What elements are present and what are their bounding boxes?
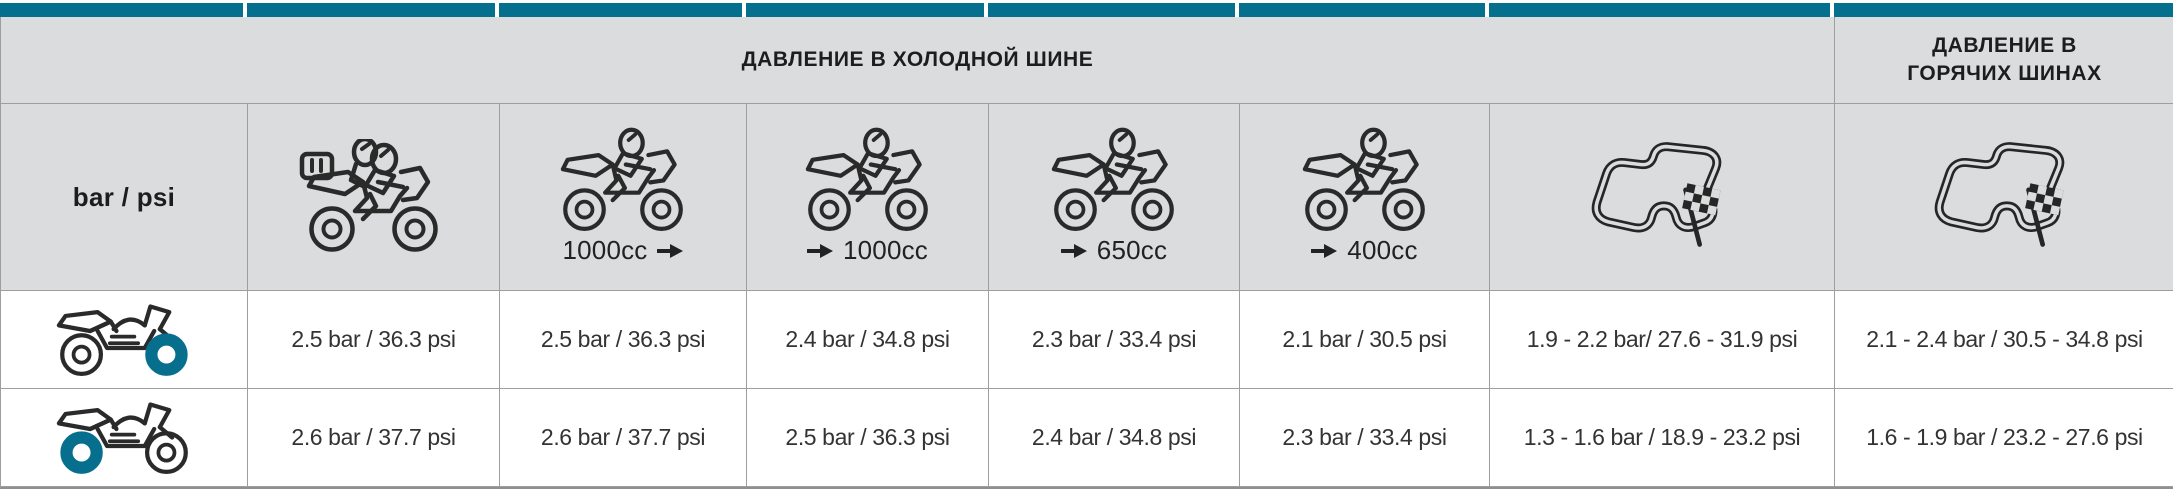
pressure-value: 2.6 bar / 37.7 psi (248, 389, 500, 487)
column-1000cc: 1000cc (747, 104, 989, 291)
cc-text: 400cc (1347, 235, 1418, 265)
accent-segment (1834, 3, 2173, 17)
column-track-hot (1835, 104, 2173, 291)
arrow-right-icon (806, 243, 833, 258)
tire-pressure-table: ДАВЛЕНИЕ В ХОЛОДНОЙ ШИНЕ ДАВЛЕНИЕ В ГОРЯ… (0, 3, 2173, 489)
cc-label-1000cc-out: 1000cc (562, 235, 683, 266)
pressure-grid: ДАВЛЕНИЕ В ХОЛОДНОЙ ШИНЕ ДАВЛЕНИЕ В ГОРЯ… (0, 17, 2173, 489)
rear-tire-highlight-icon (53, 396, 188, 475)
cc-text: 650cc (1096, 235, 1168, 265)
motorcycle-rider-icon (1299, 126, 1431, 234)
cc-text: 1000cc (842, 235, 929, 265)
accent-segment (247, 3, 495, 17)
unit-label-cell: bar / psi (1, 104, 248, 291)
column-650cc: 650cc (989, 104, 1240, 291)
pressure-value: 2.5 bar / 36.3 psi (747, 389, 989, 487)
hot-tire-title-line1: ДАВЛЕНИЕ В (1932, 33, 2077, 57)
pressure-value: 2.6 bar / 37.7 psi (500, 389, 747, 487)
pressure-value: 1.3 - 1.6 bar / 18.9 - 23.2 psi (1490, 389, 1835, 487)
pressure-value: 2.3 bar / 33.4 psi (1240, 389, 1490, 487)
motorcycle-rider-icon (1048, 126, 1180, 234)
accent-segment (1239, 3, 1485, 17)
cc-text: 1000cc (562, 235, 648, 265)
accent-segment (988, 3, 1235, 17)
motorcycle-two-up-luggage-icon (299, 139, 449, 254)
pressure-value: 2.1 - 2.4 bar / 30.5 - 34.8 psi (1835, 291, 2173, 389)
column-1000cc-out: 1000cc (500, 104, 747, 291)
cold-tire-title: ДАВЛЕНИЕ В ХОЛОДНОЙ ШИНЕ (741, 47, 1094, 71)
cc-label-400cc: 400cc (1311, 235, 1417, 266)
motorcycle-rider-icon (557, 126, 689, 234)
pressure-value: 2.3 bar / 33.4 psi (989, 291, 1240, 389)
top-accent-bar (0, 3, 2173, 17)
rear-tire-row-header (1, 389, 248, 487)
pressure-value: 2.4 bar / 34.8 psi (989, 389, 1240, 487)
column-track-cold (1490, 104, 1835, 291)
arrow-right-icon (1311, 243, 1338, 258)
cc-label-650cc: 650cc (1060, 235, 1168, 266)
pressure-value: 1.9 - 2.2 bar/ 27.6 - 31.9 psi (1490, 291, 1835, 389)
pressure-value: 2.5 bar / 36.3 psi (500, 291, 747, 389)
accent-segment (0, 3, 243, 17)
pressure-value: 1.6 - 1.9 bar / 23.2 - 27.6 psi (1835, 389, 2173, 487)
unit-label: bar / psi (72, 181, 176, 212)
pressure-value: 2.5 bar / 36.3 psi (248, 291, 500, 389)
cold-tire-header-cell: ДАВЛЕНИЕ В ХОЛОДНОЙ ШИНЕ (1, 17, 1835, 104)
column-400cc: 400cc (1240, 104, 1490, 291)
race-track-icon (1582, 137, 1742, 255)
arrow-right-icon (656, 243, 683, 258)
pressure-value: 2.1 bar / 30.5 psi (1240, 291, 1490, 389)
hot-tire-title-line2: ГОРЯЧИХ ШИНАХ (1907, 62, 2102, 85)
motorcycle-rider-icon (802, 126, 934, 234)
hot-tire-header-cell: ДАВЛЕНИЕ В ГОРЯЧИХ ШИНАХ (1835, 17, 2173, 104)
accent-segment (746, 3, 984, 17)
hot-tire-title: ДАВЛЕНИЕ В ГОРЯЧИХ ШИНАХ (1907, 32, 2102, 89)
arrow-right-icon (1060, 243, 1087, 258)
race-track-icon (1925, 137, 2085, 255)
accent-segment (499, 3, 742, 17)
column-two-up-luggage (248, 104, 500, 291)
pressure-value: 2.4 bar / 34.8 psi (747, 291, 989, 389)
front-tire-highlight-icon (53, 298, 188, 377)
cc-label-1000cc: 1000cc (806, 235, 929, 266)
front-tire-row-header (1, 291, 248, 389)
accent-segment (1489, 3, 1830, 17)
